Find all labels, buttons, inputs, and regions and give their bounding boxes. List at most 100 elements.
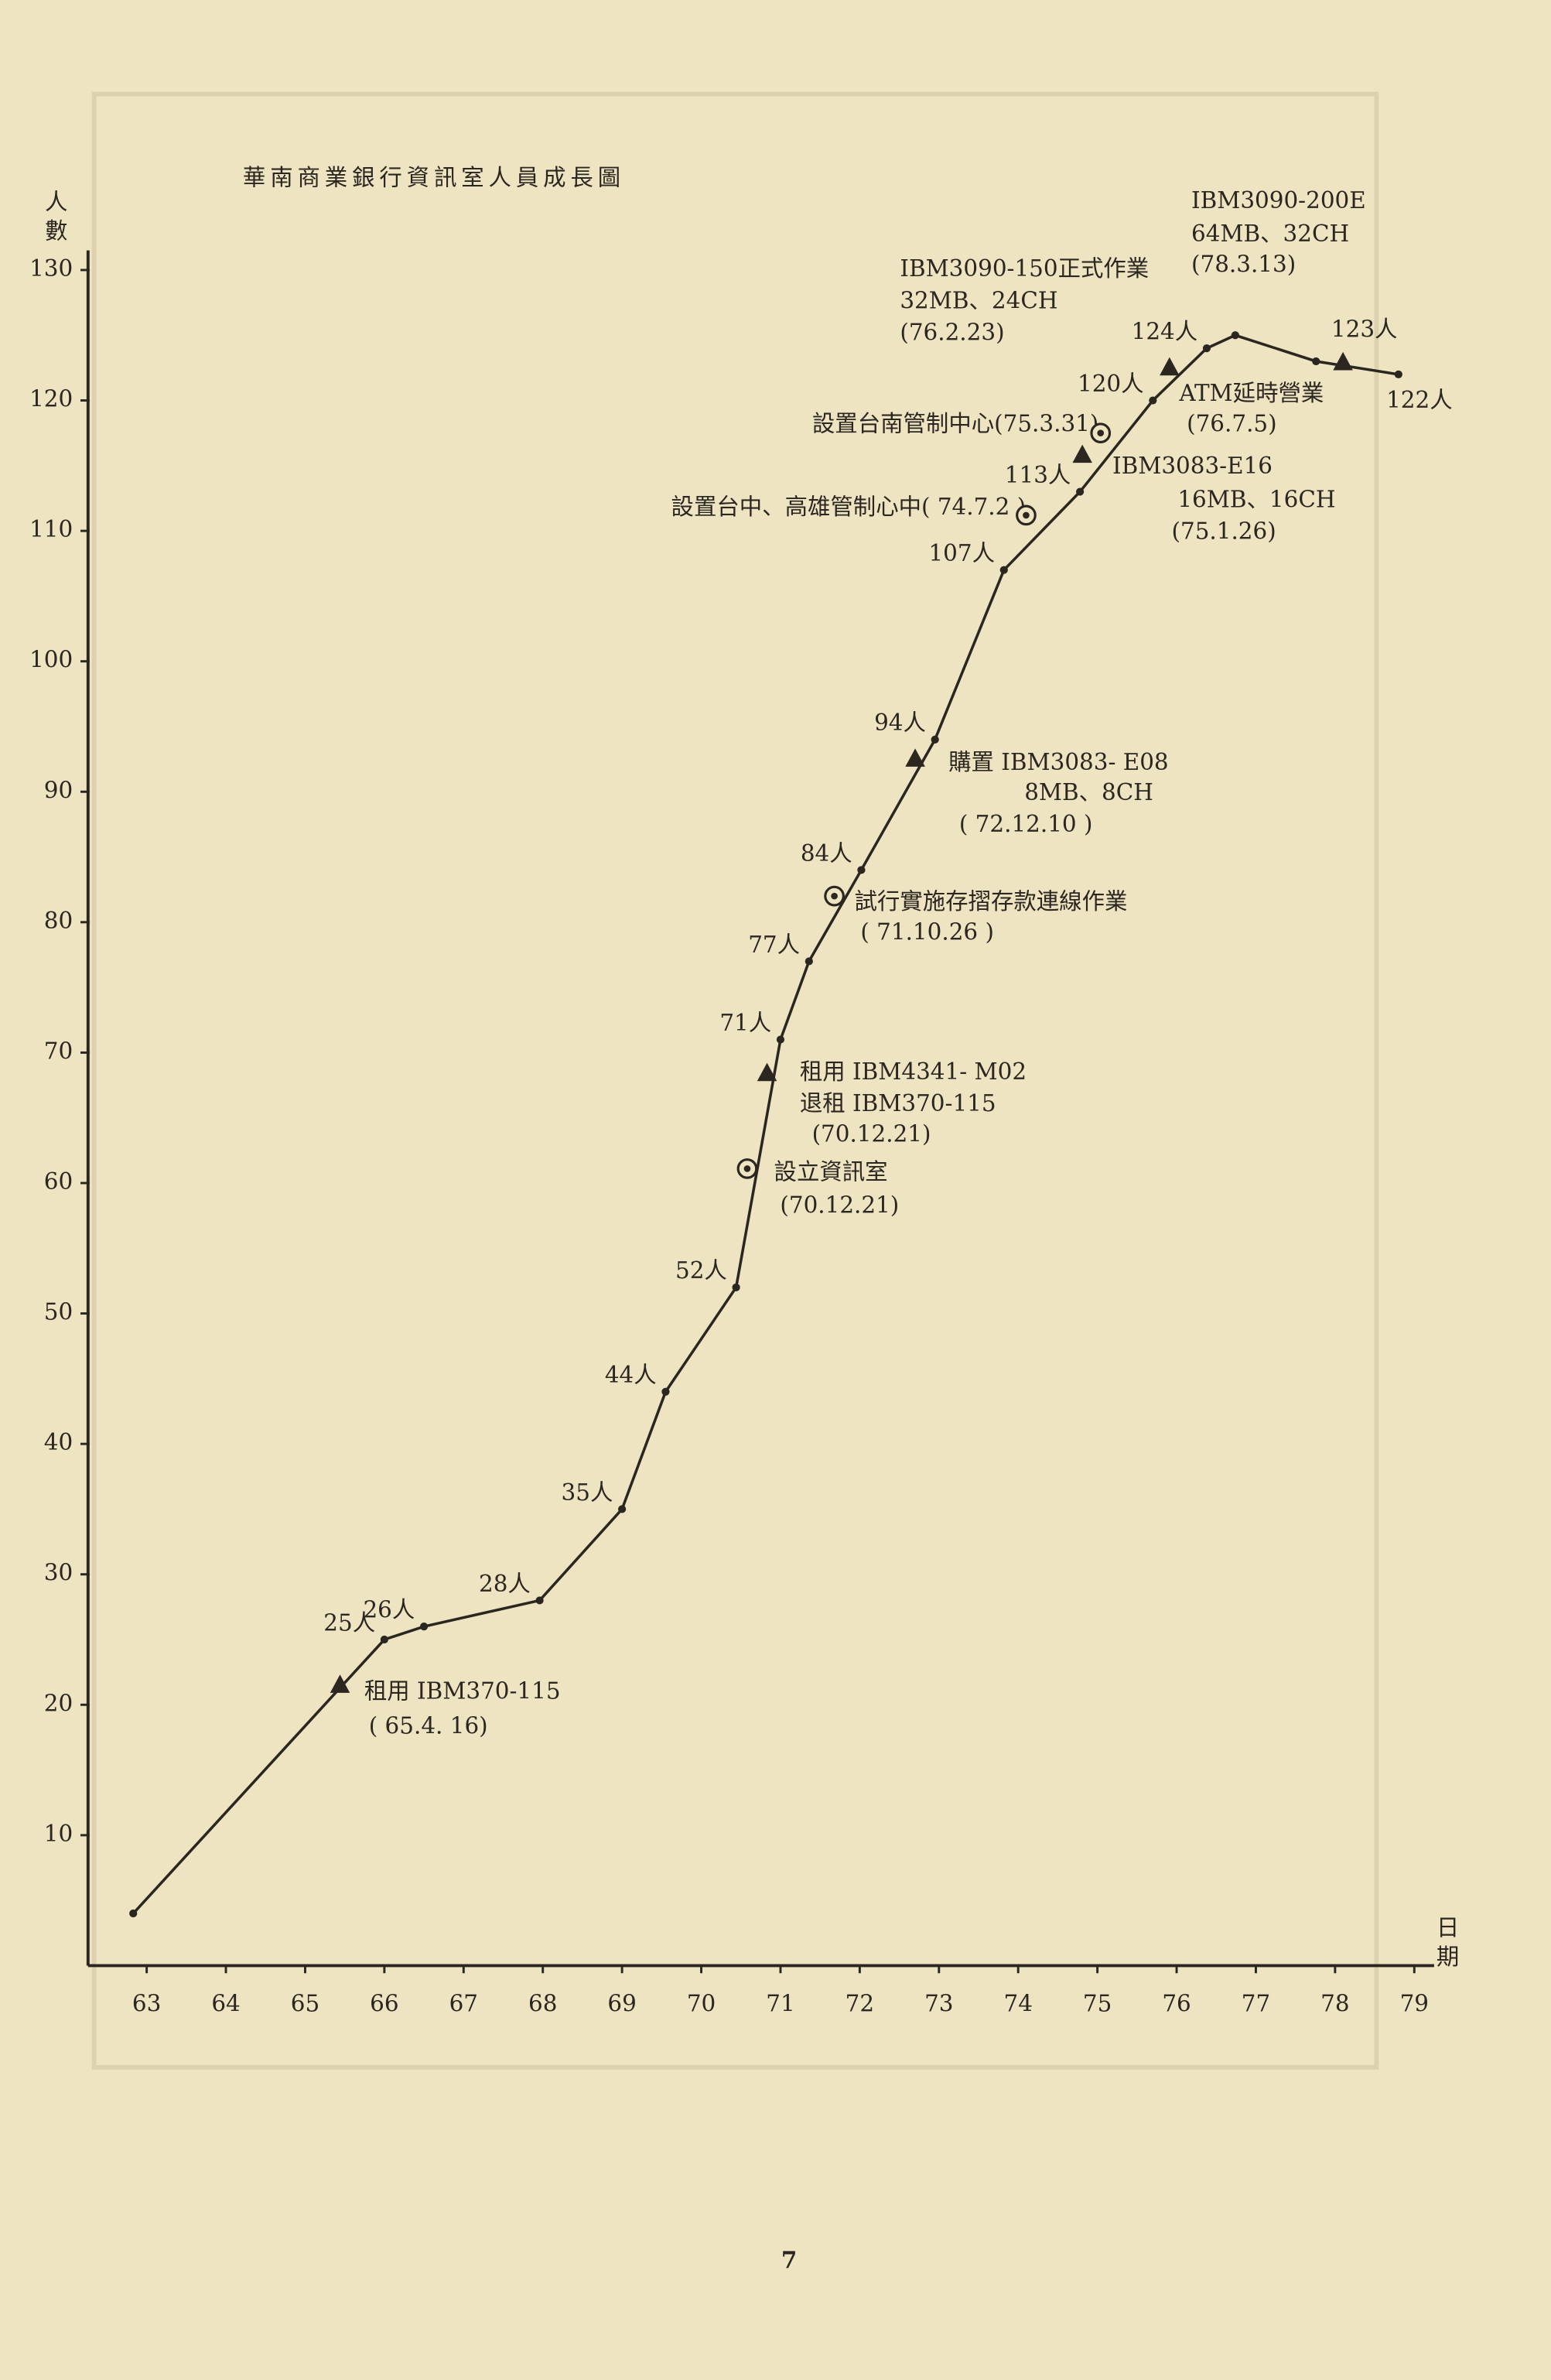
annotation: IBM3083-E16 — [1112, 453, 1273, 479]
data-point — [661, 1387, 670, 1396]
annotation: (76.2.23) — [900, 320, 1004, 346]
value-label: 71人 — [719, 1010, 771, 1036]
data-point — [1202, 344, 1211, 353]
value-label: 84人 — [801, 840, 852, 867]
annotation: 設置台南管制中心(75.3.31) — [812, 410, 1098, 436]
annotation: ATM延時營業 — [1178, 380, 1324, 406]
x-tick-label: 63 — [132, 1990, 161, 2016]
x-tick-label: 73 — [924, 1990, 953, 2016]
annotation: 租用 IBM370-115 — [364, 1677, 561, 1704]
x-tick-label: 66 — [370, 1990, 398, 2016]
annotation: 設立資訊室 — [774, 1158, 888, 1185]
annotation: IBM3090-200E — [1191, 187, 1366, 214]
value-label: 123人 — [1331, 316, 1398, 343]
x-tick-label: 71 — [766, 1990, 794, 2016]
x-axis-label: 日期 — [1433, 1916, 1460, 1974]
annotation: (70.12.21) — [780, 1192, 899, 1219]
value-label: 124人 — [1132, 319, 1198, 345]
value-label: 26人 — [363, 1597, 415, 1623]
y-tick-label: 100 — [29, 647, 73, 673]
annotation: 購置 IBM3083- E08 — [948, 749, 1169, 775]
value-label: 94人 — [874, 710, 926, 736]
x-tick-label: 72 — [846, 1990, 874, 2016]
annotation: 8MB、8CH — [1024, 779, 1153, 805]
y-tick-label: 10 — [44, 1821, 73, 1847]
annotation: 試行實施存摺存款連線作業 — [855, 888, 1128, 915]
triangle-marker — [905, 748, 925, 767]
y-tick-label: 80 — [44, 908, 73, 934]
value-label: 44人 — [605, 1362, 657, 1388]
x-tick-label: 78 — [1320, 1990, 1349, 2016]
triangle-marker — [1072, 444, 1092, 463]
triangle-marker — [1160, 357, 1180, 376]
x-tick-label: 77 — [1242, 1990, 1270, 2016]
y-tick-label: 30 — [44, 1560, 73, 1586]
circle-marker-dot — [1023, 511, 1030, 519]
data-point — [805, 957, 813, 966]
data-point — [776, 1035, 785, 1044]
annotation: 租用 IBM4341- M02 — [800, 1058, 1027, 1085]
x-tick-label: 76 — [1162, 1990, 1191, 2016]
x-tick-label: 65 — [291, 1990, 319, 2016]
page-number: 7 — [781, 2246, 797, 2273]
annotation: (76.7.5) — [1187, 410, 1276, 436]
value-label: 122人 — [1386, 387, 1453, 413]
x-tick-label: 67 — [449, 1990, 478, 2016]
data-point — [732, 1283, 740, 1291]
data-point — [129, 1909, 138, 1918]
y-tick-label: 120 — [29, 386, 73, 412]
x-tick-label: 74 — [1003, 1990, 1032, 2016]
value-label: 35人 — [562, 1479, 613, 1506]
data-point — [419, 1623, 429, 1631]
annotation: 退租 IBM370-115 — [800, 1090, 996, 1116]
annotation: 16MB、16CH — [1177, 486, 1335, 512]
data-point — [931, 735, 939, 744]
data-point — [1149, 396, 1157, 405]
annotation: ( 71.10.26 ) — [860, 918, 994, 945]
y-tick-label: 110 — [29, 516, 73, 542]
chart-title: 華南商業銀行資訊室人員成長圖 — [243, 164, 625, 190]
y-tick-label: 20 — [44, 1690, 73, 1716]
annotation: 設置台中、高雄管制心中( 74.7.2 ) — [671, 494, 1027, 520]
annotation: ( 65.4. 16) — [369, 1712, 488, 1739]
annotation: 64MB、32CH — [1191, 221, 1349, 247]
value-label: 77人 — [748, 932, 800, 958]
y-tick-label: 50 — [44, 1299, 73, 1325]
data-point — [1312, 357, 1320, 366]
value-label: 113人 — [1005, 462, 1071, 488]
triangle-marker — [330, 1674, 350, 1693]
data-point — [535, 1596, 544, 1605]
data-point — [618, 1505, 627, 1513]
triangle-marker — [757, 1062, 777, 1082]
value-label: 120人 — [1078, 371, 1144, 397]
y-tick-label: 130 — [29, 255, 73, 282]
data-point — [1394, 370, 1402, 378]
data-line — [132, 333, 1399, 1915]
x-tick-label: 68 — [528, 1990, 557, 2016]
x-tick-label: 79 — [1400, 1990, 1429, 2016]
x-tick-label: 70 — [687, 1990, 716, 2016]
annotation: (78.3.13) — [1191, 251, 1296, 277]
data-point — [1075, 487, 1085, 496]
data-point — [1231, 331, 1239, 340]
data-point — [999, 566, 1008, 574]
circle-marker-dot — [743, 1165, 751, 1172]
data-point — [380, 1635, 388, 1644]
y-tick-label: 90 — [44, 777, 73, 803]
x-tick-label: 69 — [607, 1990, 636, 2016]
value-label: 25人 — [323, 1609, 375, 1636]
annotation: IBM3090-150正式作業 — [900, 255, 1149, 282]
y-tick-label: 40 — [44, 1429, 73, 1455]
value-label: 28人 — [479, 1571, 531, 1597]
triangle-marker — [1333, 351, 1353, 371]
circle-marker-dot — [1097, 429, 1105, 437]
value-label: 52人 — [675, 1257, 727, 1284]
annotation: (70.12.21) — [812, 1120, 931, 1147]
data-point — [857, 866, 866, 874]
x-tick-label: 64 — [211, 1990, 240, 2016]
x-tick-label: 75 — [1083, 1990, 1112, 2016]
y-tick-label: 60 — [44, 1168, 73, 1195]
